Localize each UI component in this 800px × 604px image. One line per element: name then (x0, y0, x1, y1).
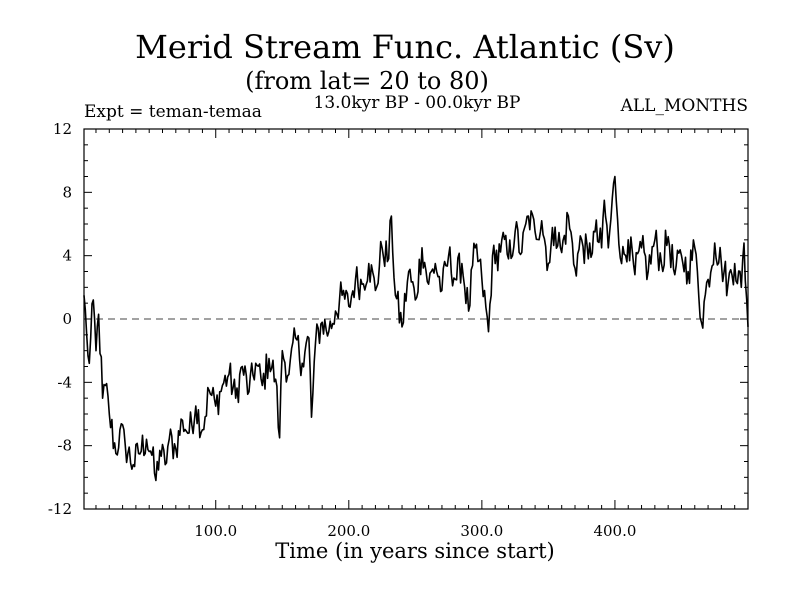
y-tick-label: 12 (53, 120, 72, 138)
x-tick-label: 400.0 (593, 522, 636, 540)
y-tick-label: -12 (48, 500, 72, 518)
experiment-label: Expt = teman-temaa (84, 102, 262, 122)
axis-ticks (84, 128, 749, 510)
y-tick-label: -4 (57, 373, 72, 391)
x-axis-label: Time (in years since start) (275, 539, 554, 563)
y-tick-label: 0 (62, 310, 72, 328)
data-series-line (83, 175, 749, 482)
x-tick-label: 200.0 (327, 522, 370, 540)
y-tick-label: 4 (62, 247, 72, 265)
x-tick-label: 100.0 (194, 522, 237, 540)
time-range-label: 13.0kyr BP - 00.0kyr BP (314, 93, 521, 113)
y-tick-label: 8 (62, 183, 72, 201)
y-tick-label: -8 (57, 437, 72, 455)
x-tick-label: 300.0 (460, 522, 503, 540)
axis-tick-labels: -12 -8 -4 0 4 8 12 100.0 200.0 300.0 400.0 (48, 120, 637, 540)
months-label: ALL_MONTHS (620, 96, 748, 116)
plot-frame (83, 128, 749, 510)
chart-title: Merid Stream Func. Atlantic (Sv) (135, 28, 675, 66)
chart-subtitle: (from lat= 20 to 80) (245, 67, 489, 95)
